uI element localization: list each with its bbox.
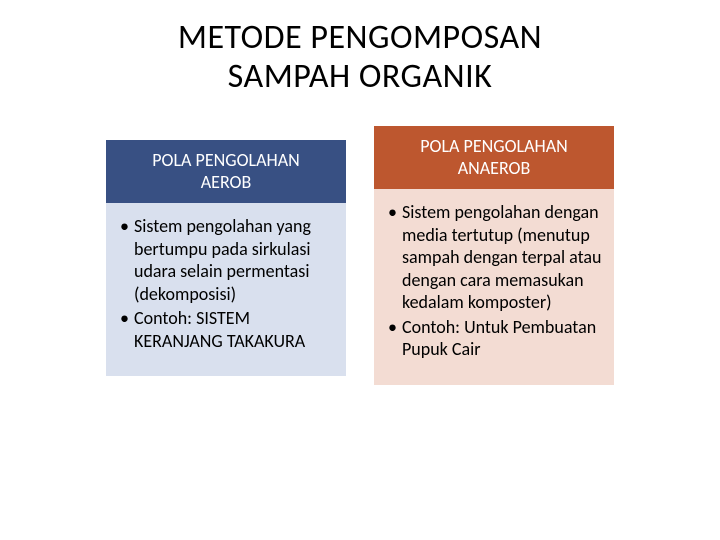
columns-container: POLA PENGOLAHAN AEROB Sistem pengolahan … [0, 126, 720, 385]
card-anaerob-header-line1: POLA PENGOLAHAN [420, 135, 567, 157]
list-item: Contoh: SISTEM KERANJANG TAKAKURA [120, 307, 336, 352]
list-item: Sistem pengolahan yang bertumpu pada sir… [120, 215, 336, 305]
title-line1: METODE PENGOMPOSAN [178, 17, 542, 58]
list-item: Sistem pengolahan dengan media tertutup … [388, 201, 604, 314]
title-line2: SAMPAH ORGANIK [228, 56, 493, 97]
card-anaerob: POLA PENGOLAHAN ANAEROB Sistem pengolaha… [374, 126, 614, 385]
card-anaerob-header: POLA PENGOLAHAN ANAEROB [374, 126, 614, 189]
card-aerob-header-line1: POLA PENGOLAHAN [152, 149, 299, 171]
card-aerob-body: Sistem pengolahan yang bertumpu pada sir… [106, 203, 346, 376]
card-anaerob-header-line2: ANAEROB [458, 157, 531, 179]
card-aerob-header: POLA PENGOLAHAN AEROB [106, 140, 346, 203]
slide-title: METODE PENGOMPOSAN SAMPAH ORGANIK [0, 0, 720, 96]
card-aerob-header-line2: AEROB [201, 171, 252, 193]
list-item: Contoh: Untuk Pembuatan Pupuk Cair [388, 316, 604, 361]
card-aerob-list: Sistem pengolahan yang bertumpu pada sir… [116, 215, 336, 352]
card-aerob: POLA PENGOLAHAN AEROB Sistem pengolahan … [106, 140, 346, 385]
card-anaerob-body: Sistem pengolahan dengan media tertutup … [374, 189, 614, 385]
card-anaerob-list: Sistem pengolahan dengan media tertutup … [384, 201, 604, 361]
